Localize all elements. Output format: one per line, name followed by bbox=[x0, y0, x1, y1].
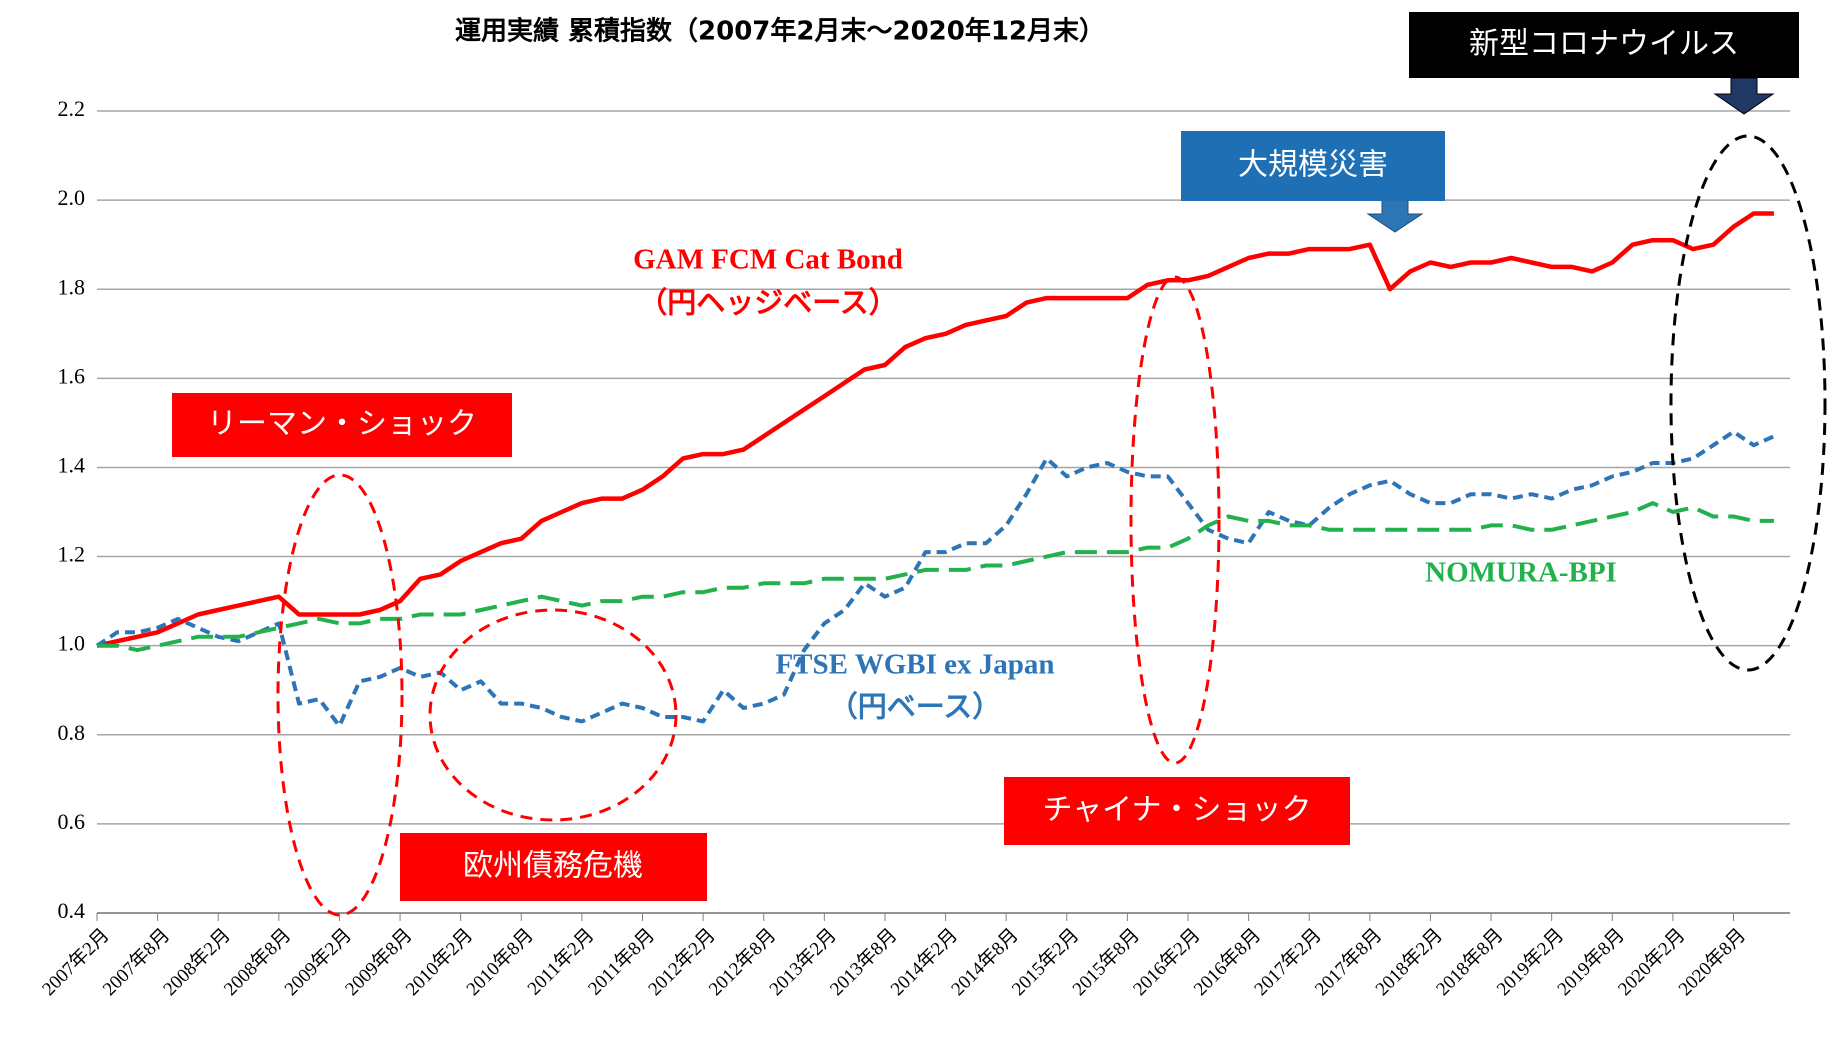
y-tick-label: 0.4 bbox=[58, 898, 86, 923]
annotation: 欧州債務危機 bbox=[463, 849, 643, 884]
annotation-box bbox=[400, 833, 707, 901]
series-label: NOMURA-BPI bbox=[1425, 557, 1617, 589]
series-label: （円ヘッジベース） bbox=[638, 287, 898, 320]
x-tick-label: 2020年8月 bbox=[1674, 924, 1750, 1000]
annotation: 新型コロナウイルス bbox=[1469, 27, 1739, 62]
annotation-box bbox=[172, 393, 512, 457]
highlight-ellipse bbox=[276, 473, 404, 917]
annotation: 大規模災害 bbox=[1238, 148, 1388, 183]
annotation-box bbox=[1409, 12, 1799, 78]
y-tick-label: 0.6 bbox=[58, 809, 86, 834]
series-label: （円ベース） bbox=[829, 691, 1002, 724]
y-tick-label: 1.6 bbox=[58, 363, 86, 388]
series-label: FTSE WGBI ex Japan bbox=[775, 649, 1054, 681]
series-line bbox=[97, 501, 1774, 653]
annotation-box bbox=[1181, 131, 1445, 201]
y-tick-label: 0.8 bbox=[58, 720, 86, 745]
series-line bbox=[96, 211, 1774, 648]
y-tick-label: 1.4 bbox=[58, 452, 86, 477]
annotation: リーマン・ショック bbox=[207, 407, 477, 442]
arrow bbox=[1366, 199, 1424, 233]
annotation: チャイナ・ショック bbox=[1042, 793, 1311, 828]
y-tick-label: 1.0 bbox=[58, 631, 86, 656]
arrow bbox=[1713, 77, 1775, 115]
highlight-ellipse bbox=[1669, 134, 1827, 672]
highlight-ellipse bbox=[428, 608, 678, 822]
series-label: GAM FCM Cat Bond bbox=[633, 244, 903, 276]
highlight-ellipse bbox=[1129, 275, 1221, 765]
y-tick-label: 1.2 bbox=[58, 542, 86, 567]
chart-title: 運用実績 累積指数（2007年2月末～2020年12月末） bbox=[455, 16, 1105, 47]
y-tick-label: 1.8 bbox=[58, 274, 86, 299]
y-tick-label: 2.0 bbox=[58, 185, 86, 210]
annotation-box bbox=[1004, 777, 1350, 845]
y-tick-label: 2.2 bbox=[58, 96, 86, 121]
